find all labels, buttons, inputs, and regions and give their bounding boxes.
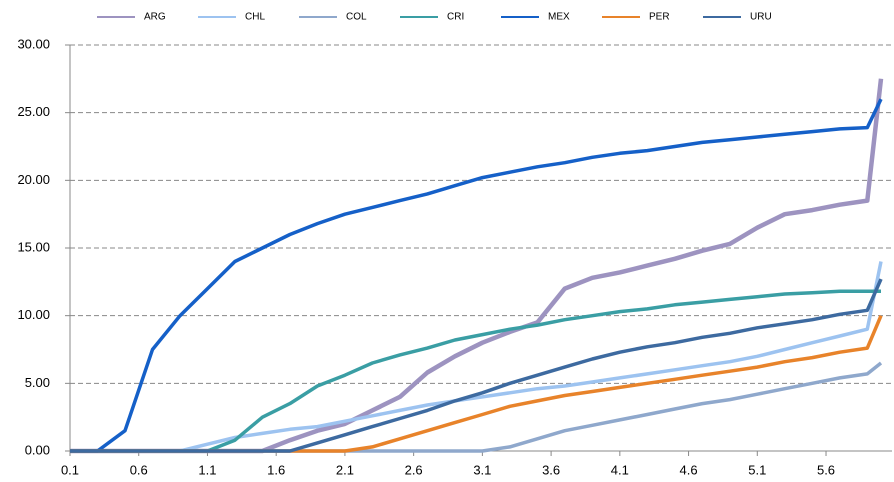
- x-tick-label: 2.1: [336, 462, 354, 477]
- legend-label: URU: [750, 12, 772, 23]
- x-tick-label: 1.6: [267, 462, 285, 477]
- x-tick-label: 2.6: [405, 462, 423, 477]
- series-line: [70, 261, 883, 453]
- y-tick-label: 10.00: [17, 307, 50, 322]
- legend-label: PER: [649, 12, 670, 23]
- x-tick-label: 3.1: [473, 462, 491, 477]
- x-tick-label: 0.6: [130, 462, 148, 477]
- series-line: [70, 278, 883, 453]
- y-tick-label: 25.00: [17, 104, 50, 119]
- x-tick-label: 5.1: [748, 462, 766, 477]
- x-tick-label: 3.6: [542, 462, 560, 477]
- x-tick-label: 0.1: [61, 462, 79, 477]
- series-line: [70, 361, 883, 453]
- y-tick-label: 20.00: [17, 172, 50, 187]
- y-tick-label: 30.00: [17, 36, 50, 51]
- x-tick-label: 1.1: [198, 462, 216, 477]
- legend-label: CRI: [447, 12, 464, 23]
- legend-label: COL: [346, 12, 367, 23]
- x-tick-label: 5.6: [817, 462, 835, 477]
- x-tick-label: 4.6: [680, 462, 698, 477]
- x-tick-label: 4.1: [611, 462, 629, 477]
- legend-label: MEX: [548, 12, 570, 23]
- y-tick-label: 15.00: [17, 239, 50, 254]
- y-tick-label: 0.00: [25, 442, 50, 457]
- legend-label: CHL: [245, 12, 265, 23]
- legend-label: ARG: [144, 12, 166, 23]
- series-line: [70, 98, 883, 453]
- y-tick-label: 5.00: [25, 375, 50, 390]
